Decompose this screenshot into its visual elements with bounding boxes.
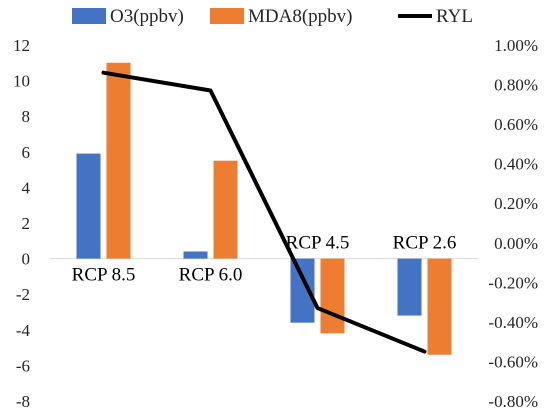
- y-left-tick-label: 10: [13, 72, 30, 91]
- y-right-tick-label: 0.60%: [494, 115, 538, 134]
- y-right-tick-label: 0.80%: [494, 76, 538, 95]
- y-left-tick-label: -6: [16, 356, 30, 375]
- category-label: RCP 4.5: [286, 233, 350, 254]
- category-label: RCP 8.5: [72, 265, 136, 286]
- legend-label: O3(ppbv): [110, 6, 184, 27]
- line-ryl: [101, 70, 427, 354]
- y-left-tick-label: 6: [22, 143, 31, 162]
- y-right-tick-label: 0.40%: [494, 155, 538, 174]
- legend-swatch-mda8-ppbv-: [210, 8, 244, 24]
- bar-mda8-ppbv--2: [320, 258, 345, 334]
- y-left-tick-label: 8: [22, 107, 31, 126]
- y-right-tick-label: 1.00%: [494, 36, 538, 55]
- y-right-tick-label: -0.40%: [488, 313, 538, 332]
- y-left-tick-label: 0: [22, 250, 31, 269]
- y-right-tick-label: -0.60%: [488, 352, 538, 371]
- bar-mda8-ppbv--0: [106, 62, 131, 259]
- bar-mda8-ppbv--3: [427, 258, 452, 355]
- legend-label: RYL: [436, 6, 473, 27]
- legend-swatch-o3-ppbv-: [72, 8, 106, 24]
- category-label: RCP 2.6: [393, 233, 457, 254]
- y-left-tick-label: -8: [16, 392, 30, 411]
- bar-o3-ppbv--1: [183, 251, 208, 259]
- legend-label: MDA8(ppbv): [248, 6, 353, 27]
- bar-o3-ppbv--0: [76, 153, 101, 259]
- y-left-tick-label: 12: [13, 36, 30, 55]
- y-left-tick-label: -4: [16, 321, 31, 340]
- y-left-tick-label: 4: [22, 178, 31, 197]
- y-right-tick-label: -0.80%: [488, 392, 538, 411]
- bar-mda8-ppbv--1: [213, 160, 238, 259]
- y-right-tick-label: 0.00%: [494, 234, 538, 253]
- y-left-tick-label: 2: [22, 214, 31, 233]
- y-right-tick-label: -0.20%: [488, 273, 538, 292]
- y-right-tick-label: 0.20%: [494, 194, 538, 213]
- category-label: RCP 6.0: [179, 265, 243, 286]
- y-left-tick-label: -2: [16, 285, 30, 304]
- bar-o3-ppbv--3: [397, 258, 422, 316]
